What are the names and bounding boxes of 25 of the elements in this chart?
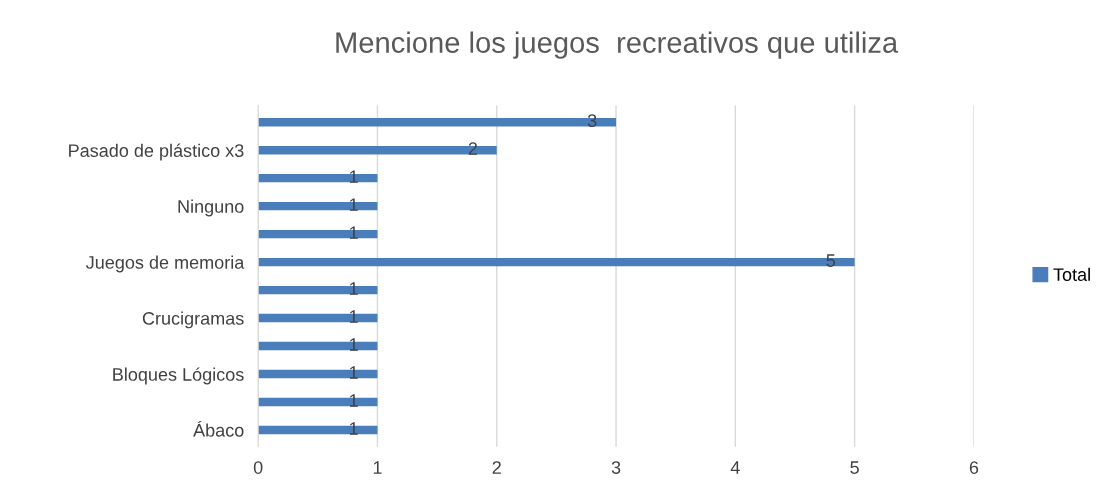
y-tick-label: Juegos de memoria bbox=[86, 255, 245, 273]
data-label: 2 bbox=[468, 142, 478, 155]
data-label: 3 bbox=[587, 114, 597, 128]
y-tick-label: Bloques Lógicos bbox=[113, 367, 244, 385]
data-label: 1 bbox=[349, 338, 358, 351]
data-label: 1 bbox=[349, 170, 358, 183]
data-label: 1 bbox=[349, 226, 358, 239]
data-label: 1 bbox=[349, 310, 358, 323]
data-label: 1 bbox=[349, 198, 358, 211]
data-label: 1 bbox=[349, 366, 358, 379]
y-tick-label: Ninguno bbox=[178, 199, 244, 217]
y-tick-label: Ábaco bbox=[193, 420, 244, 437]
x-tick-label: 1 bbox=[373, 461, 382, 474]
chart-title: Mencione los juegos recreativos que utiliza bbox=[336, 31, 899, 59]
x-tick-label: 0 bbox=[253, 461, 263, 474]
x-tick-label: 4 bbox=[730, 461, 740, 474]
y-tick-label: Crucigramas bbox=[142, 311, 244, 329]
x-tick-label: 3 bbox=[611, 461, 621, 474]
data-label: 1 bbox=[349, 282, 358, 295]
data-label: 5 bbox=[826, 254, 836, 267]
x-tick-label: 6 bbox=[969, 461, 979, 474]
x-tick-label: 2 bbox=[492, 461, 501, 474]
legend-label: Total bbox=[1053, 267, 1090, 281]
x-tick-label: 5 bbox=[850, 461, 859, 474]
y-tick-label: Pasado de plástico x3 bbox=[69, 143, 244, 161]
